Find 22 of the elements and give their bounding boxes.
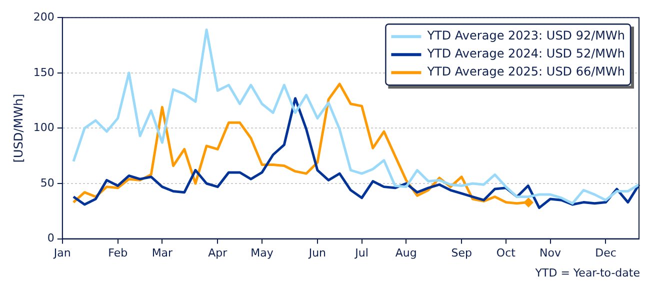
y-tick-label: 100 [33, 121, 54, 134]
x-tick-label: Apr [208, 246, 228, 260]
x-tick-label: Feb [108, 246, 128, 260]
y-tick-label: 50 [40, 176, 54, 190]
x-tick-label: Nov [540, 246, 562, 260]
x-tick-label: Aug [395, 246, 417, 260]
y-tick-label: 200 [33, 10, 54, 24]
y-tick-label: 0 [47, 232, 54, 245]
x-tick-label: May [250, 246, 274, 260]
x-tick-label: Oct [496, 246, 516, 260]
text: YTD = Year-to-date [534, 266, 640, 280]
legend-label: YTD Average 2025: USD 66/MWh [426, 64, 625, 79]
x-tick-label: Jul [354, 246, 368, 260]
x-tick-label: Dec [595, 246, 616, 260]
x-tick-label: Mar [152, 246, 174, 260]
y-axis-title: [USD/MWh] [11, 94, 26, 163]
x-tick-label: Sep [451, 246, 472, 260]
x-tick-label: Jan [52, 246, 71, 260]
legend-label: YTD Average 2023: USD 92/MWh [426, 28, 625, 43]
y-tick-label: 150 [33, 66, 54, 79]
x-tick-label: Jun [308, 246, 326, 260]
legend-label: YTD Average 2024: USD 52/MWh [426, 46, 625, 61]
